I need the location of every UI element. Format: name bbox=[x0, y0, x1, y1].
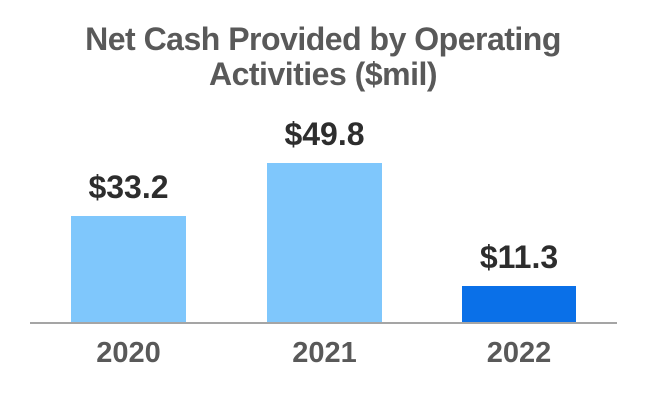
chart-title: Net Cash Provided by Operating Activitie… bbox=[85, 21, 561, 93]
bar-value-label-2021: $49.8 bbox=[284, 116, 365, 152]
x-axis-line bbox=[30, 322, 617, 324]
x-tick-label-2021: 2021 bbox=[292, 337, 357, 369]
bar-value-label-2020: $33.2 bbox=[88, 169, 169, 205]
bar-value-label-2022: $11.3 bbox=[479, 239, 559, 275]
x-tick-label-2020: 2020 bbox=[96, 337, 161, 369]
bar-group-2021: $49.8 2021 bbox=[267, 116, 382, 369]
bar-group-2020: $33.2 2020 bbox=[71, 169, 186, 369]
x-tick-label-2022: 2022 bbox=[486, 337, 552, 369]
bar-2021 bbox=[267, 163, 382, 322]
bar-2020 bbox=[71, 216, 186, 322]
bar-group-2022: $11.3 2022 bbox=[462, 239, 576, 369]
bar-2022 bbox=[462, 286, 576, 322]
